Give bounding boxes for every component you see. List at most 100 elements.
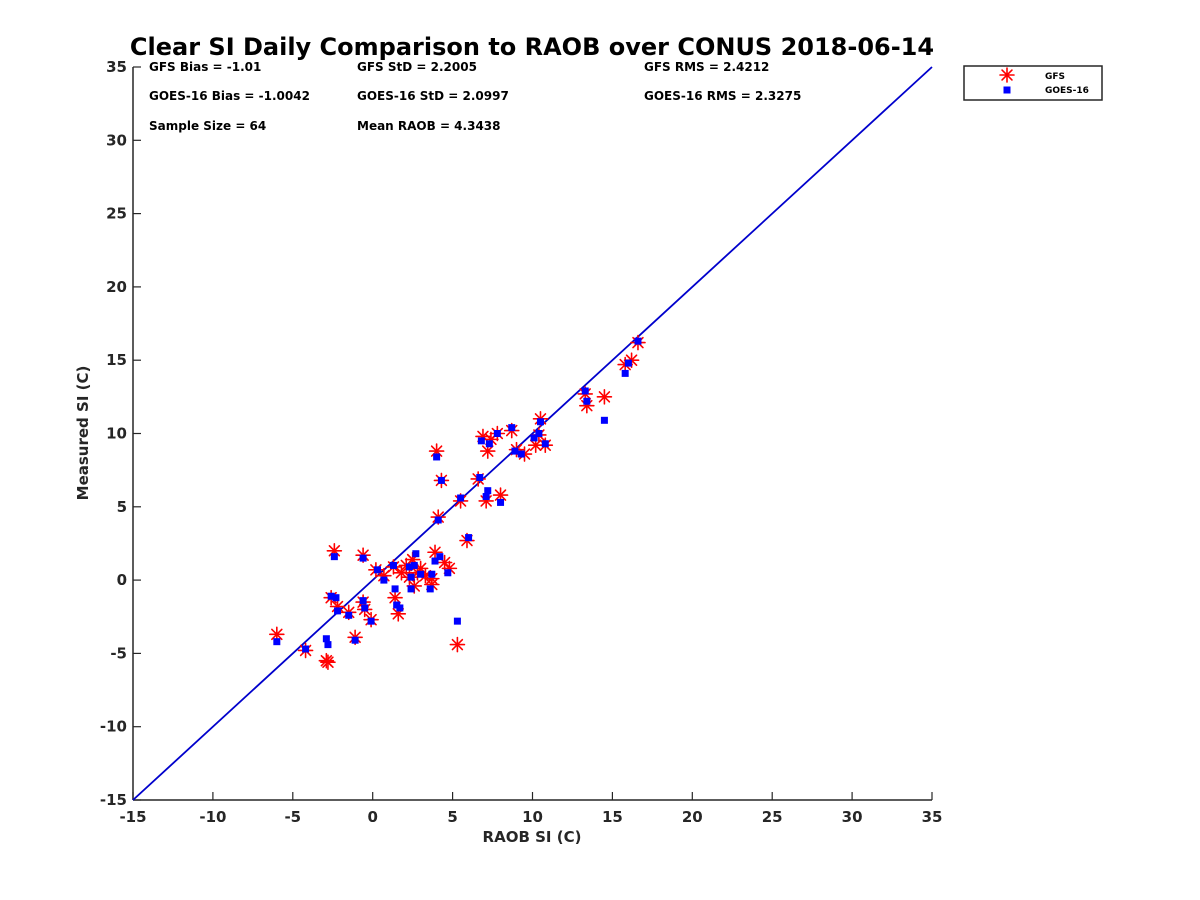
x-tick-label: 5 xyxy=(447,808,457,826)
goes16-point xyxy=(426,585,434,593)
y-ticks: -15 -10 -5 0 5 10 15 20 25 30 35 xyxy=(100,58,141,809)
stat-goes-std: GOES-16 StD = 2.0997 xyxy=(357,89,509,103)
goes16-point xyxy=(433,453,441,461)
goes16-point xyxy=(477,437,485,445)
goes16-point xyxy=(412,550,420,558)
goes16-point xyxy=(476,473,484,481)
stat-goes-bias: GOES-16 Bias = -1.0042 xyxy=(149,89,310,103)
goes16-point xyxy=(511,447,519,455)
y-tick-label: 30 xyxy=(106,131,127,149)
goes16-point xyxy=(391,585,399,593)
goes16-point xyxy=(322,635,330,643)
goes16-point xyxy=(634,337,642,345)
goes16-point xyxy=(541,440,549,448)
y-tick-label: 25 xyxy=(106,205,127,223)
legend-goes-label: GOES-16 xyxy=(1045,86,1089,96)
x-tick-label: 15 xyxy=(602,808,623,826)
legend-goes-symbol xyxy=(1003,86,1011,94)
goes16-point xyxy=(417,570,425,578)
stat-gfs-rms: GFS RMS = 2.4212 xyxy=(644,60,769,74)
y-tick-label: -10 xyxy=(100,718,127,736)
goes16-point xyxy=(302,645,310,653)
y-tick-label: 5 xyxy=(117,498,127,516)
goes16-point xyxy=(530,434,538,442)
goes16-point xyxy=(535,430,543,437)
goes16-point xyxy=(484,487,492,495)
goes16-point xyxy=(600,416,608,424)
goes16-point xyxy=(583,397,591,405)
x-tick-label: 25 xyxy=(762,808,783,826)
goes16-point xyxy=(330,553,338,561)
goes16-point xyxy=(517,450,525,458)
goes16-point xyxy=(334,607,342,615)
goes16-point xyxy=(457,494,465,502)
goes16-point xyxy=(327,592,335,600)
x-tick-label: 0 xyxy=(367,808,377,826)
legend: GFS GOES-16 xyxy=(963,65,1103,101)
goes16-point xyxy=(624,359,632,367)
goes16-point xyxy=(359,554,367,562)
goes16-point xyxy=(493,430,501,437)
goes16-point xyxy=(485,440,493,448)
goes16-point xyxy=(373,566,381,574)
x-tick-label: 30 xyxy=(842,808,863,826)
legend-gfs-label: GFS xyxy=(1045,72,1065,82)
goes16-point xyxy=(453,617,461,625)
y-tick-label: -15 xyxy=(100,791,127,809)
goes16-point xyxy=(332,594,340,602)
y-tick-label: -5 xyxy=(110,644,127,662)
y-tick-label: 15 xyxy=(106,351,127,369)
goes16-point xyxy=(396,604,404,612)
y-tick-label: 10 xyxy=(106,425,127,443)
goes16-point xyxy=(431,557,439,565)
goes16-point xyxy=(345,611,353,619)
chart-title: Clear SI Daily Comparison to RAOB over C… xyxy=(130,33,934,61)
one-to-one-line xyxy=(132,66,933,801)
legend-gfs-marker xyxy=(999,67,1015,83)
x-tick-label: 35 xyxy=(922,808,943,826)
stats-block: GFS Bias = -1.01 GFS StD = 2.2005 GFS RM… xyxy=(149,60,801,133)
y-tick-label: 0 xyxy=(117,571,127,589)
goes16-point xyxy=(497,498,505,506)
y-axis-label: Measured SI (C) xyxy=(74,366,92,501)
x-axis-label: RAOB SI (C) xyxy=(483,828,582,846)
y-tick-label: 35 xyxy=(106,58,127,76)
goes16-point xyxy=(405,563,413,571)
goes16-point xyxy=(389,561,397,569)
series-goes16 xyxy=(273,337,642,653)
goes16-point xyxy=(324,641,332,649)
x-tick-label: -15 xyxy=(119,808,146,826)
goes16-point xyxy=(434,516,442,524)
goes16-point xyxy=(621,369,629,377)
goes16-point xyxy=(351,636,359,644)
x-ticks: -15 -10 -5 0 5 10 15 20 25 30 35 xyxy=(119,792,942,826)
stat-sample-size: Sample Size = 64 xyxy=(149,119,266,133)
goes16-point xyxy=(361,604,369,612)
gfs-point xyxy=(320,654,336,670)
goes16-point xyxy=(407,585,415,593)
goes16-point xyxy=(407,573,415,581)
goes16-point xyxy=(273,638,281,646)
legend-box xyxy=(963,65,1103,101)
gfs-point xyxy=(427,544,443,561)
gfs-point xyxy=(449,636,466,653)
goes16-point xyxy=(367,617,375,625)
x-tick-label: 10 xyxy=(522,808,543,826)
goes16-point xyxy=(359,597,367,605)
legend-goes-marker xyxy=(1003,86,1011,94)
stat-gfs-std: GFS StD = 2.2005 xyxy=(357,60,477,74)
stat-gfs-bias: GFS Bias = -1.01 xyxy=(149,60,261,74)
gfs-point xyxy=(596,389,613,405)
goes16-point xyxy=(436,553,444,561)
stat-goes-rms: GOES-16 RMS = 2.3275 xyxy=(644,89,801,103)
goes16-point xyxy=(410,561,418,569)
goes16-point xyxy=(536,418,544,426)
goes16-point xyxy=(444,569,452,577)
x-tick-label: -10 xyxy=(199,808,226,826)
goes16-point xyxy=(428,570,436,578)
goes16-point xyxy=(581,387,589,395)
x-tick-label: 20 xyxy=(682,808,703,826)
goes16-point xyxy=(508,424,516,432)
goes16-point xyxy=(465,534,473,542)
